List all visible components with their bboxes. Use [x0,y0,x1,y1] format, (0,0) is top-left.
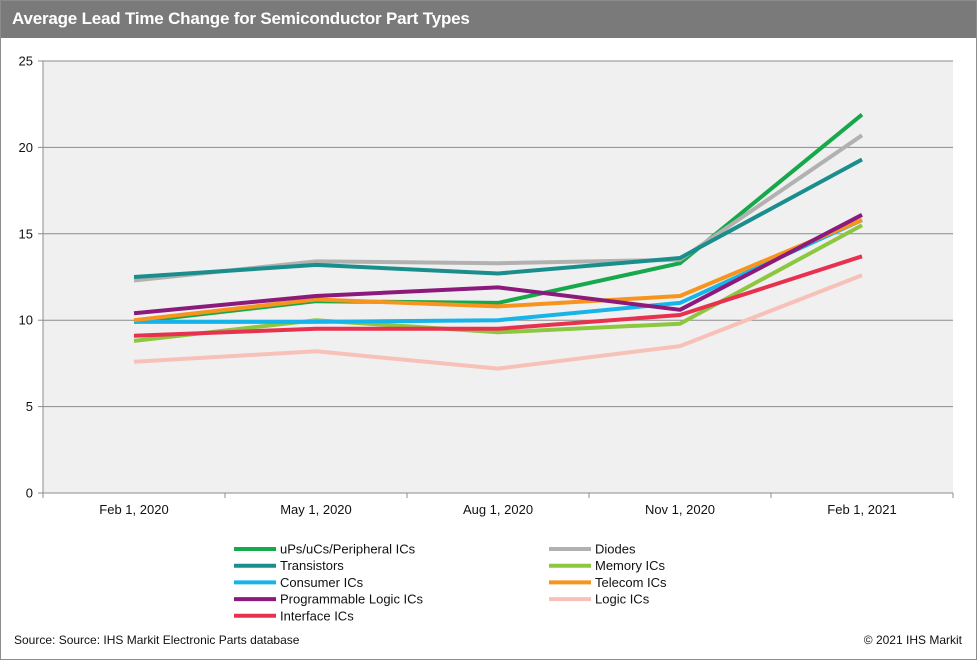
legend-label: Interface ICs [280,608,354,623]
source-note: Source: Source: IHS Markit Electronic Pa… [14,633,300,647]
x-tick-label: Feb 1, 2021 [827,502,896,517]
y-tick-label: 5 [26,399,33,414]
series-line-logic-ics [133,273,863,371]
y-tick-label: 10 [19,313,33,328]
legend-label: Diodes [595,542,636,557]
series-lines [133,113,864,371]
legend-item-ups-ucs-peripheral-ics: uPs/uCs/Peripheral ICs [234,542,416,557]
y-tick-label: 20 [19,140,33,155]
legend: uPs/uCs/Peripheral ICs Diodes Transistors M… [234,542,667,623]
x-tick-label: Aug 1, 2020 [463,502,533,517]
chart-title: Average Lead Time Change for Semiconduct… [12,9,470,28]
legend-item-interface-ics: Interface ICs [234,608,354,623]
axes: 0 5 10 15 20 25 Feb 1, 2020 May 1, 2020 Aug 1, 2… [19,54,954,517]
copyright-note: © 2021 IHS Markit [863,633,962,647]
y-tick-label: 0 [26,486,33,501]
legend-item-telecom-ics: Telecom ICs [549,575,667,590]
legend-label: Telecom ICs [595,575,667,590]
legend-label: uPs/uCs/Peripheral ICs [280,542,416,557]
legend-label: Programmable Logic ICs [280,592,424,607]
legend-label: Memory ICs [595,558,666,573]
legend-item-logic-ics: Logic ICs [549,592,650,607]
legend-item-diodes: Diodes [549,542,636,557]
x-tick-label: Nov 1, 2020 [645,502,715,517]
x-tick-label: Feb 1, 2020 [99,502,168,517]
legend-item-consumer-ics: Consumer ICs [234,575,364,590]
legend-label: Consumer ICs [280,575,364,590]
legend-item-programmable-logic-ics: Programmable Logic ICs [234,592,424,607]
title-bar: Average Lead Time Change for Semiconduct… [1,1,976,38]
series-line-transistors [133,157,863,279]
legend-label: Logic ICs [595,592,650,607]
series-line-interface-ics [133,254,863,338]
y-tick-label: 15 [19,226,33,241]
legend-label: Transistors [280,558,344,573]
series-line-programmable-logic-ics [133,213,863,316]
x-tick-label: May 1, 2020 [280,502,352,517]
legend-item-transistors: Transistors [234,558,344,573]
y-tick-label: 25 [19,54,33,69]
series-line-telecom-ics [133,218,863,323]
series-line-consumer-ics [134,218,863,324]
series-line-memory-ics [133,223,863,343]
legend-item-memory-ics: Memory ICs [549,558,666,573]
